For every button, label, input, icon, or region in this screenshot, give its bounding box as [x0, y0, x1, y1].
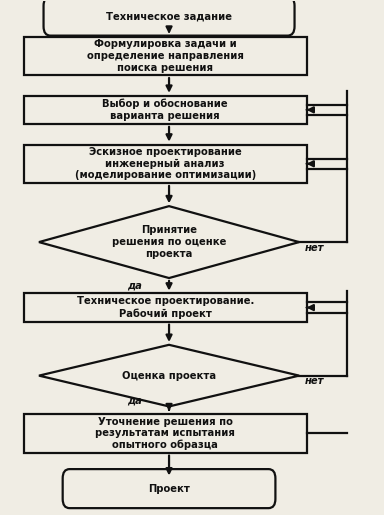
Bar: [24, 294, 307, 322]
Text: Проект: Проект: [148, 484, 190, 493]
Bar: [24, 145, 307, 183]
Text: Уточнение решения по
результатам испытания
опытного образца: Уточнение решения по результатам испытан…: [95, 417, 235, 450]
FancyBboxPatch shape: [63, 469, 275, 508]
Text: да: да: [127, 281, 142, 291]
Text: Выбор и обоснование
варианта решения: Выбор и обоснование варианта решения: [103, 99, 228, 121]
Polygon shape: [39, 345, 299, 406]
Text: Формулировка задачи и
определение направления
поиска решения: Формулировка задачи и определение направ…: [87, 39, 244, 73]
Bar: [24, 414, 307, 453]
Text: нет: нет: [305, 243, 324, 253]
Bar: [24, 96, 307, 124]
Polygon shape: [39, 206, 299, 278]
Text: нет: нет: [305, 376, 324, 386]
FancyBboxPatch shape: [43, 0, 295, 36]
Text: Принятие
решения по оценке
проекта: Принятие решения по оценке проекта: [112, 226, 226, 259]
Text: Эскизное проектирование
инженерный анализ
(моделирование оптимизации): Эскизное проектирование инженерный анали…: [74, 147, 256, 180]
Bar: [24, 37, 307, 75]
Text: да: да: [127, 396, 142, 405]
Text: Техническое задание: Техническое задание: [106, 11, 232, 21]
Text: Оценка проекта: Оценка проекта: [122, 371, 216, 381]
Text: Техническое проектирование.
Рабочий проект: Техническое проектирование. Рабочий прое…: [76, 297, 254, 319]
